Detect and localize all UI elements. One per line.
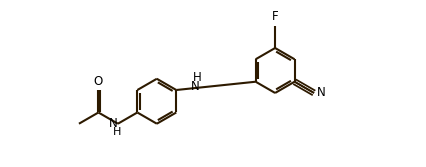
Text: N: N — [109, 117, 118, 130]
Text: H: H — [113, 127, 121, 137]
Text: H: H — [193, 70, 202, 84]
Text: O: O — [94, 75, 103, 88]
Text: F: F — [272, 10, 279, 23]
Text: N: N — [191, 80, 200, 93]
Text: N: N — [317, 87, 326, 100]
